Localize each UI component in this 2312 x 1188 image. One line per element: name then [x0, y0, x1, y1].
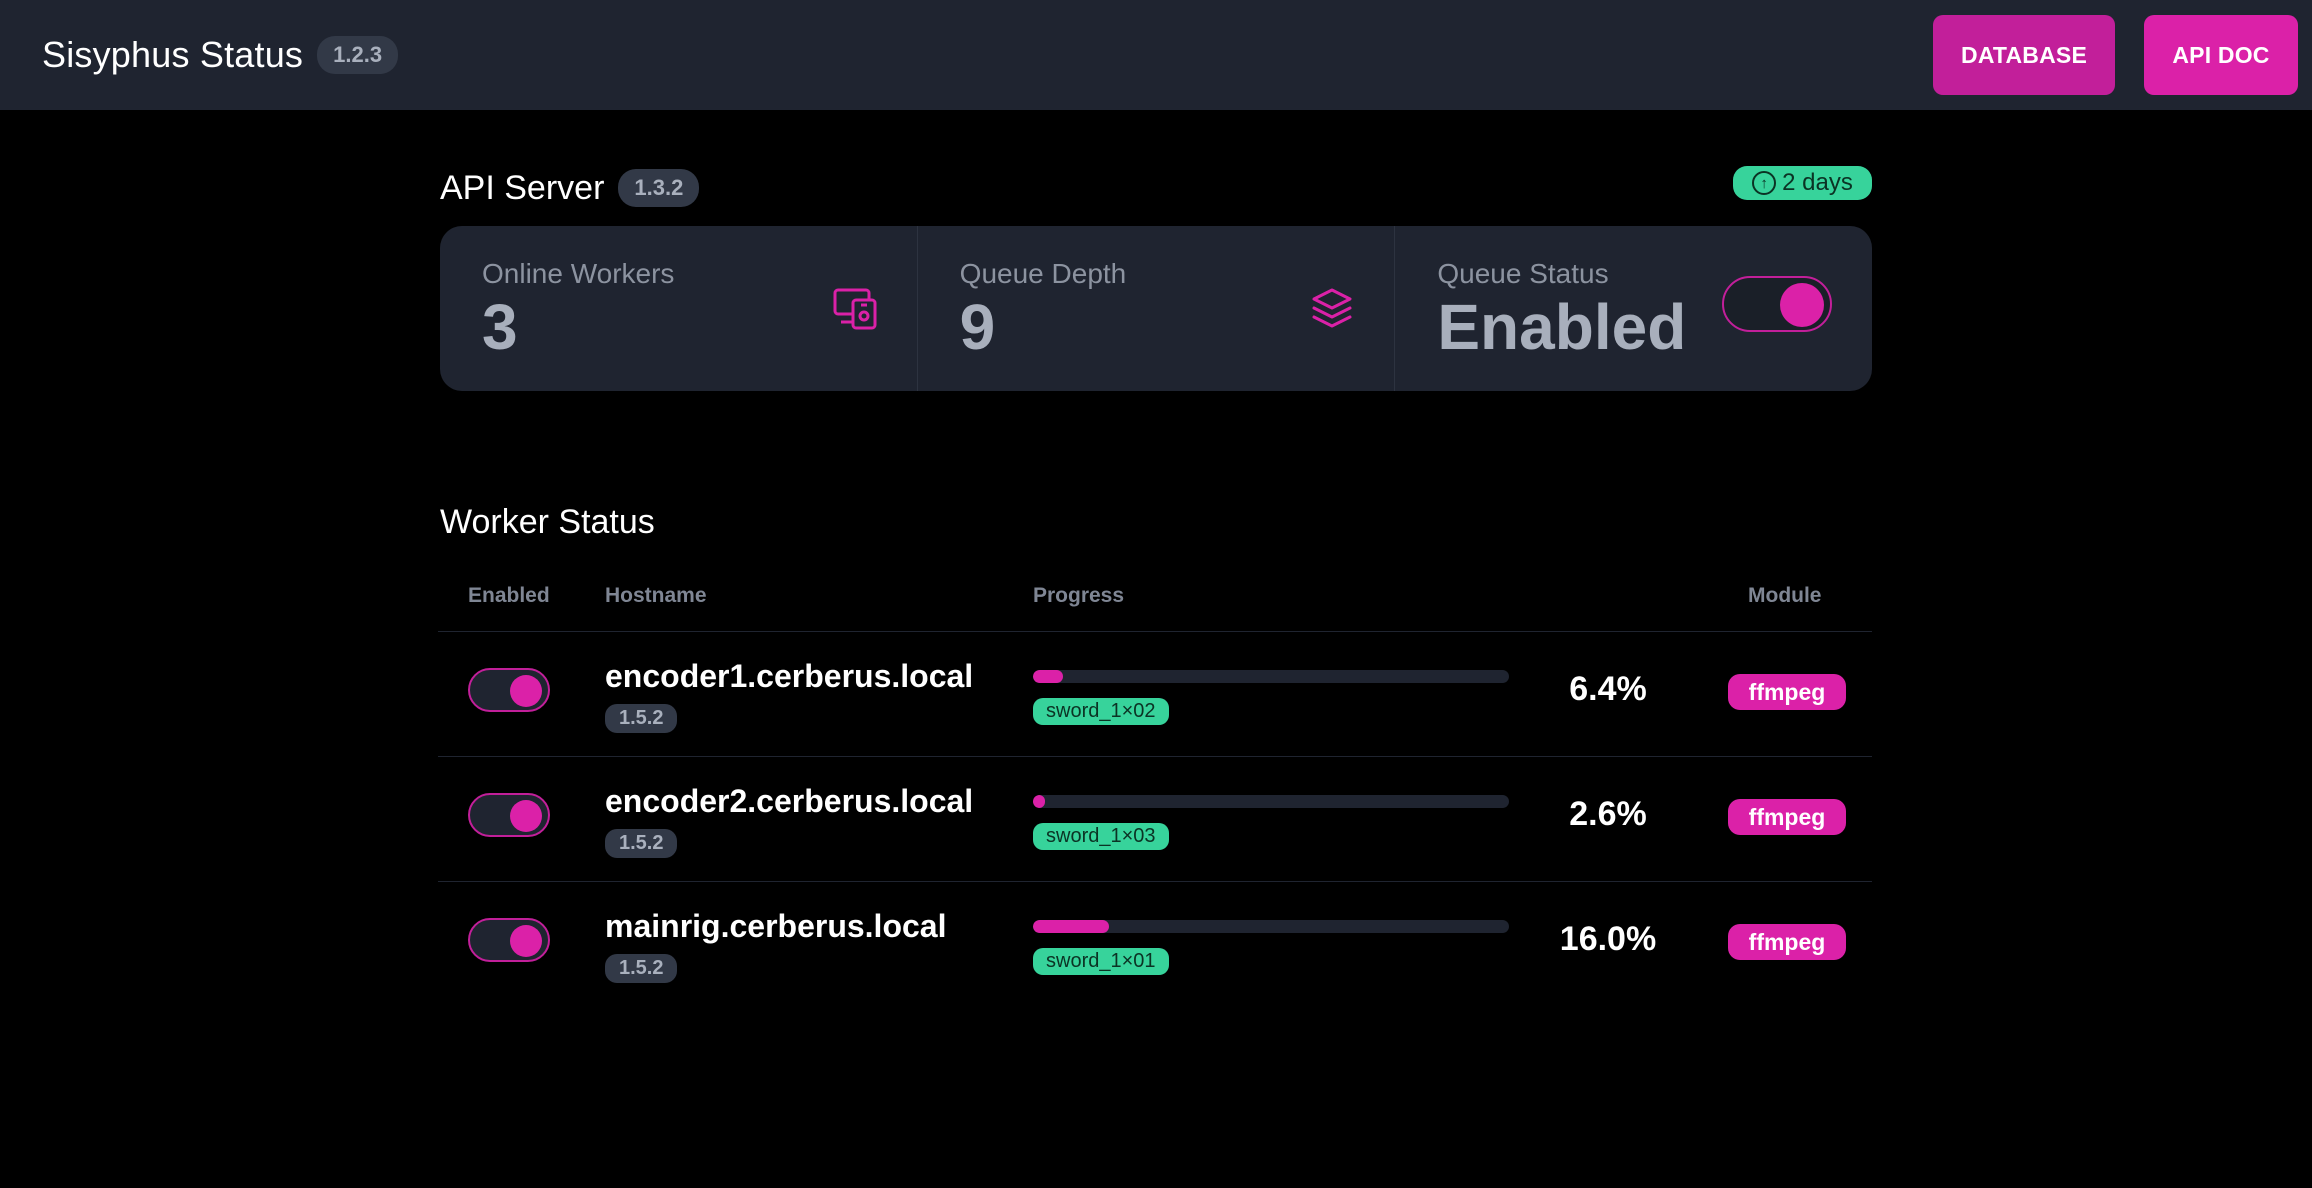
worker-status-title: Worker Status	[440, 503, 655, 541]
progress-bar-fill	[1033, 670, 1064, 683]
layers-icon	[1312, 288, 1352, 328]
api-server-version-badge: 1.3.2	[618, 169, 700, 207]
stat-queue-depth: Queue Depth 9	[916, 226, 1395, 391]
table-row: mainrig.cerberus.local 1.5.2 sword_1×01 …	[438, 882, 1872, 1007]
table-row: encoder2.cerberus.local 1.5.2 sword_1×03…	[438, 757, 1872, 882]
module-badge[interactable]: ffmpeg	[1728, 674, 1846, 710]
progress-percent: 16.0%	[1559, 920, 1657, 958]
stat-label: Queue Status	[1437, 258, 1609, 289]
worker-hostname: encoder2.cerberus.local	[605, 783, 974, 819]
devices-icon	[833, 288, 877, 330]
current-file-badge: sword_1×03	[1033, 823, 1169, 850]
table-header: Enabled Hostname Progress Module	[438, 576, 1872, 632]
stat-queue-status: Queue Status Enabled	[1394, 226, 1872, 391]
column-header-enabled: Enabled	[468, 584, 550, 607]
table-row: encoder1.cerberus.local 1.5.2 sword_1×02…	[438, 632, 1872, 757]
brand: Sisyphus Status 1.2.3	[42, 0, 399, 110]
stat-online-workers: Online Workers 3	[440, 226, 917, 391]
uptime-text: 2 days	[1782, 169, 1853, 196]
module-badge[interactable]: ffmpeg	[1728, 799, 1846, 835]
progress-bar	[1033, 795, 1509, 808]
worker-version-badge: 1.5.2	[605, 829, 678, 858]
column-header-module: Module	[1748, 584, 1822, 607]
api-server-header: API Server 1.3.2	[440, 166, 700, 210]
stat-label: Queue Depth	[959, 258, 1127, 289]
api-server-title: API Server	[440, 168, 605, 207]
app-title[interactable]: Sisyphus Status	[42, 34, 304, 75]
uptime-badge: ↑ 2 days	[1733, 166, 1872, 200]
toggle-knob	[510, 925, 542, 957]
stat-label: Online Workers	[482, 258, 675, 289]
progress-percent: 6.4%	[1569, 670, 1647, 708]
worker-enabled-toggle[interactable]	[468, 668, 550, 712]
worker-enabled-toggle[interactable]	[468, 918, 550, 962]
toggle-knob	[510, 800, 542, 832]
worker-version-badge: 1.5.2	[605, 704, 678, 733]
queue-enabled-toggle[interactable]	[1722, 276, 1833, 332]
progress-bar-fill	[1033, 920, 1110, 933]
toggle-knob	[1780, 283, 1825, 327]
worker-hostname: encoder1.cerberus.local	[605, 658, 974, 694]
stat-value: 3	[482, 291, 518, 363]
stat-value: Enabled	[1437, 291, 1687, 363]
worker-hostname: mainrig.cerberus.local	[605, 908, 947, 944]
worker-table: Enabled Hostname Progress Module encoder…	[438, 576, 1872, 1007]
progress-bar-fill	[1033, 795, 1046, 808]
worker-enabled-toggle[interactable]	[468, 793, 550, 837]
arrow-up-circle-icon: ↑	[1752, 171, 1777, 195]
module-badge[interactable]: ffmpeg	[1728, 924, 1846, 960]
column-header-hostname: Hostname	[605, 584, 707, 607]
progress-bar	[1033, 920, 1509, 933]
column-header-progress: Progress	[1033, 584, 1125, 607]
stat-value: 9	[959, 291, 996, 363]
top-navbar: Sisyphus Status 1.2.3 DATABASE API DOC	[0, 0, 2312, 110]
progress-percent: 2.6%	[1569, 795, 1647, 833]
progress-bar	[1033, 670, 1509, 683]
api-doc-button[interactable]: API DOC	[2144, 15, 2298, 95]
worker-version-badge: 1.5.2	[605, 954, 678, 983]
database-button[interactable]: DATABASE	[1933, 15, 2115, 95]
current-file-badge: sword_1×01	[1033, 948, 1169, 975]
app-version-badge: 1.2.3	[317, 36, 399, 74]
api-stats-panel: Online Workers 3 Queue Depth 9 Queue Sta…	[440, 226, 1872, 391]
toggle-knob	[510, 675, 542, 707]
current-file-badge: sword_1×02	[1033, 698, 1169, 725]
